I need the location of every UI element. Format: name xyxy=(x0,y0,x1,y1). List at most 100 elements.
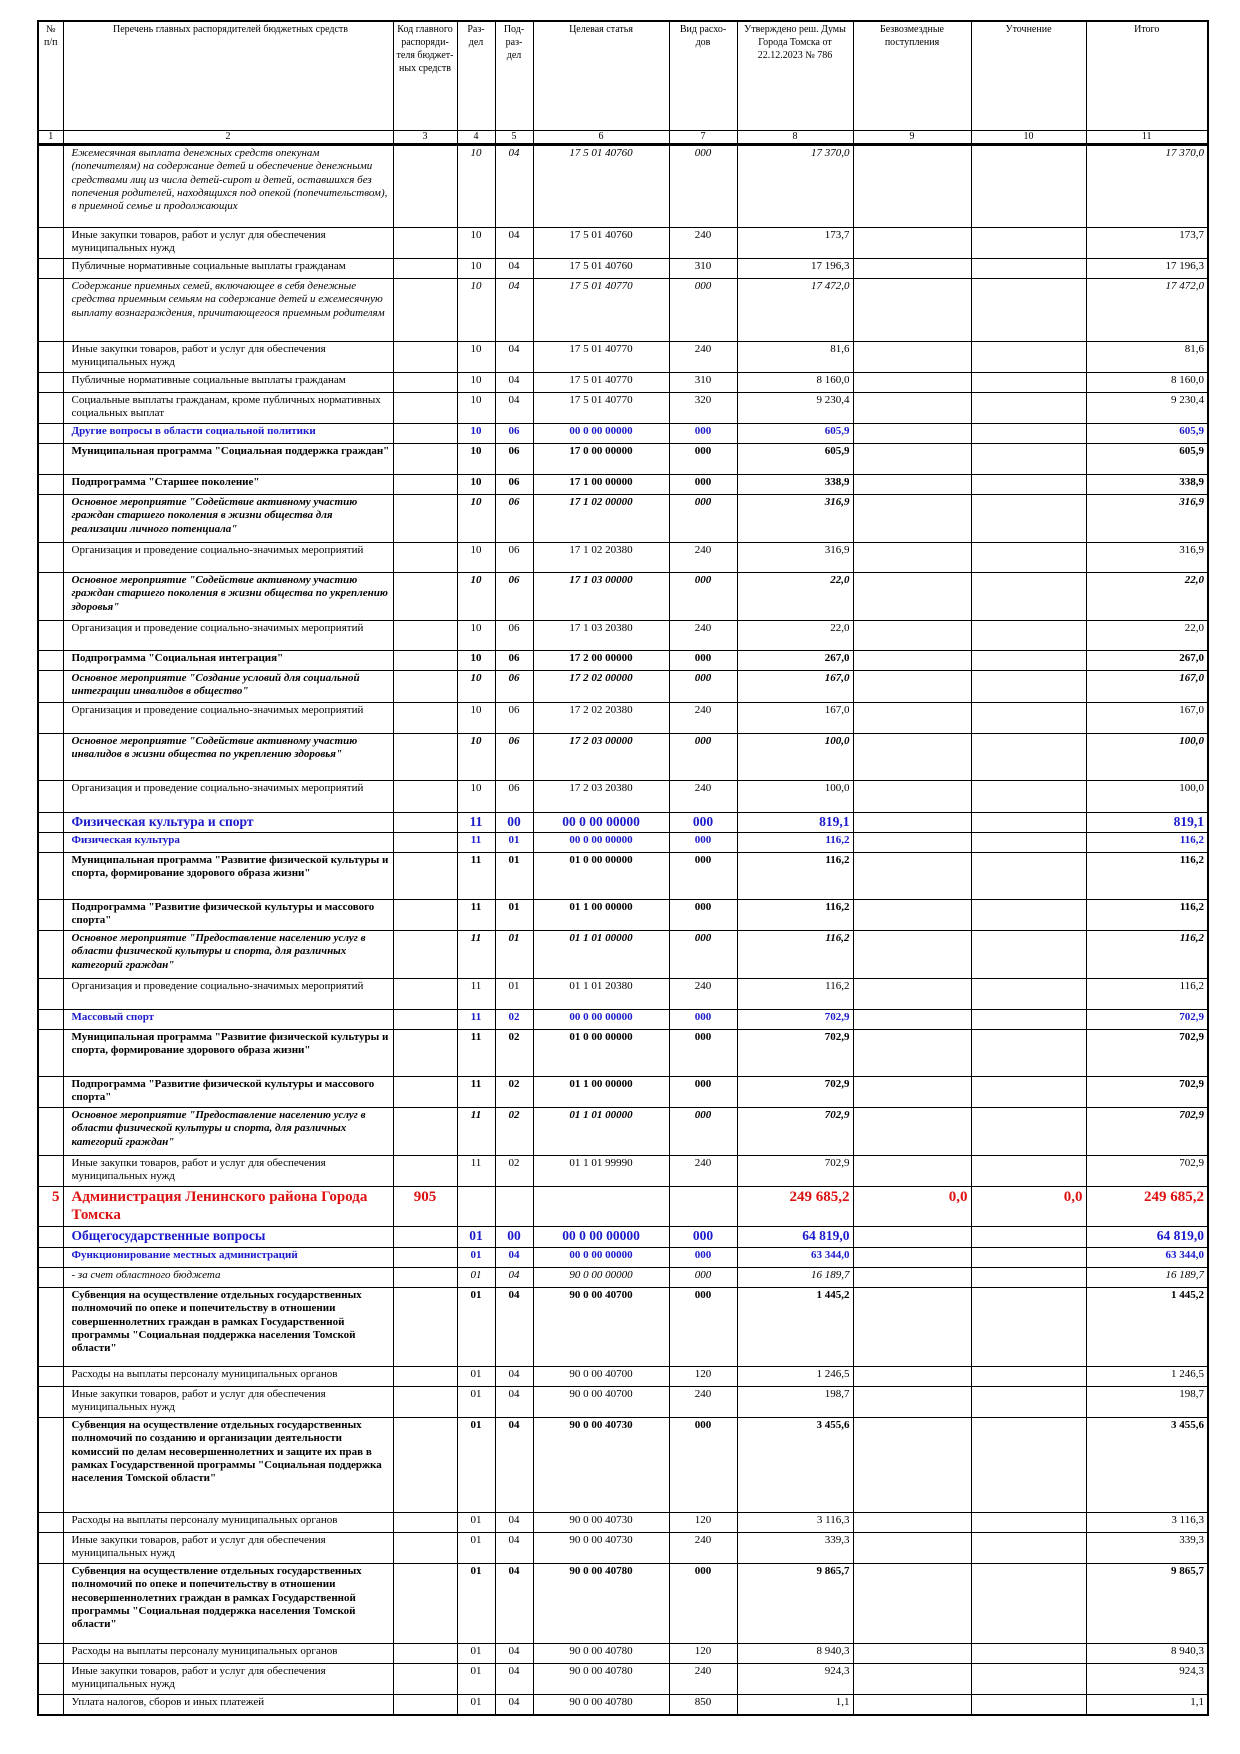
table-cell: 02 xyxy=(494,1028,534,1077)
table-cell: 90 0 00 40730 xyxy=(532,1416,670,1513)
table-cell: 320 xyxy=(668,391,738,424)
table-cell: 3 xyxy=(392,129,458,146)
table-cell xyxy=(37,541,64,573)
table-cell xyxy=(970,1416,1087,1513)
table-cell: 06 xyxy=(494,649,534,671)
table-cell: 116,2 xyxy=(736,851,854,900)
table-cell xyxy=(392,226,458,259)
table-cell xyxy=(37,732,64,781)
table-cell: 819,1 xyxy=(736,811,854,833)
table-cell xyxy=(37,831,64,853)
table-cell: 01 1 00 00000 xyxy=(532,1075,670,1108)
table-row: Иные закупки товаров, работ и услуг для … xyxy=(37,1531,1209,1564)
table-cell xyxy=(852,1106,972,1156)
table-row: Расходы на выплаты персоналу муниципальн… xyxy=(37,1642,1209,1664)
table-cell: 81,6 xyxy=(1085,340,1209,373)
table-cell xyxy=(852,1286,972,1367)
table-cell xyxy=(37,1365,64,1387)
table-cell: 000 xyxy=(668,442,738,475)
table-cell xyxy=(392,811,458,833)
table-cell: 04 xyxy=(494,226,534,259)
table-cell: 11 xyxy=(456,1075,496,1108)
table-cell: 17 5 01 40760 xyxy=(532,257,670,279)
table-cell: 17 472,0 xyxy=(736,277,854,342)
table-cell: 702,9 xyxy=(736,1008,854,1030)
table-cell: 000 xyxy=(668,898,738,931)
table-cell xyxy=(392,143,458,228)
table-cell xyxy=(852,619,972,651)
table-row: Субвенция на осуществление отдельных гос… xyxy=(37,1416,1209,1513)
table-cell xyxy=(392,442,458,475)
table-cell: 240 xyxy=(668,779,738,813)
table-cell xyxy=(852,1693,972,1716)
table-cell: 10 xyxy=(456,143,496,228)
table-cell: 02 xyxy=(494,1075,534,1108)
table-cell xyxy=(970,493,1087,543)
table-cell: 17 1 00 00000 xyxy=(532,473,670,495)
table-cell xyxy=(456,1185,496,1227)
table-cell xyxy=(970,1531,1087,1564)
table-cell: 1 xyxy=(37,129,64,146)
table-cell xyxy=(37,1106,64,1156)
table-cell: 01 xyxy=(456,1662,496,1695)
table-cell xyxy=(392,371,458,393)
table-cell xyxy=(970,226,1087,259)
table-cell: 04 xyxy=(494,257,534,279)
table-cell xyxy=(852,732,972,781)
table-cell: 11 xyxy=(456,1028,496,1077)
table-cell: Подпрограмма "Развитие физической культу… xyxy=(62,1075,394,1108)
table-cell xyxy=(852,811,972,833)
table-cell: 240 xyxy=(668,1385,738,1418)
table-cell: 000 xyxy=(668,649,738,671)
table-cell xyxy=(37,493,64,543)
table-cell: 0,0 xyxy=(852,1185,972,1227)
table-cell xyxy=(37,391,64,424)
table-cell xyxy=(37,779,64,813)
table-cell: 06 xyxy=(494,779,534,813)
table-cell xyxy=(668,1185,738,1227)
table-cell xyxy=(392,1365,458,1387)
table-cell xyxy=(970,571,1087,621)
table-cell: 240 xyxy=(668,619,738,651)
table-cell xyxy=(970,1266,1087,1288)
table-cell: 000 xyxy=(668,1286,738,1367)
table-row: Основное мероприятие "Содействие активно… xyxy=(37,571,1209,621)
table-cell xyxy=(37,649,64,671)
table-cell: 000 xyxy=(668,1028,738,1077)
table-cell: 10 xyxy=(456,473,496,495)
table-cell: Массовый спорт xyxy=(62,1008,394,1030)
table-cell: Под-раз-дел xyxy=(494,20,534,131)
table-cell: 10 xyxy=(456,732,496,781)
table-row: Уплата налогов, сборов и иных платежей 01… xyxy=(37,1693,1209,1716)
table-cell xyxy=(392,1075,458,1108)
table-cell: 10 xyxy=(456,649,496,671)
table-cell: 06 xyxy=(494,422,534,444)
table-cell xyxy=(37,977,64,1010)
table-cell: Вид расхо-дов xyxy=(668,20,738,131)
table-cell: 310 xyxy=(668,371,738,393)
table-cell: 64 819,0 xyxy=(736,1225,854,1248)
table-cell xyxy=(37,1642,64,1664)
table-cell: 04 xyxy=(494,391,534,424)
table-cell xyxy=(852,493,972,543)
table-cell xyxy=(970,1642,1087,1664)
table-cell: 02 xyxy=(494,1008,534,1030)
table-cell xyxy=(852,1416,972,1513)
table-cell xyxy=(970,811,1087,833)
table-cell xyxy=(852,1642,972,1664)
table-cell: 10 xyxy=(456,541,496,573)
table-cell: 00 0 00 00000 xyxy=(532,831,670,853)
table-cell: 702,9 xyxy=(1085,1075,1209,1108)
table-cell: 10 xyxy=(456,442,496,475)
table-row: Ежемесячная выплата денежных средств опе… xyxy=(37,143,1209,228)
table-cell: Расходы на выплаты персоналу муниципальн… xyxy=(62,1511,394,1533)
table-cell: Уточнение xyxy=(970,20,1087,131)
table-cell: 9 xyxy=(852,129,972,146)
table-cell: 702,9 xyxy=(736,1154,854,1187)
table-cell xyxy=(852,442,972,475)
table-cell: Организация и проведение социально-значи… xyxy=(62,541,394,573)
table-cell xyxy=(392,977,458,1010)
table-cell xyxy=(970,371,1087,393)
table-cell xyxy=(392,669,458,703)
table-cell: 0,0 xyxy=(970,1185,1087,1227)
